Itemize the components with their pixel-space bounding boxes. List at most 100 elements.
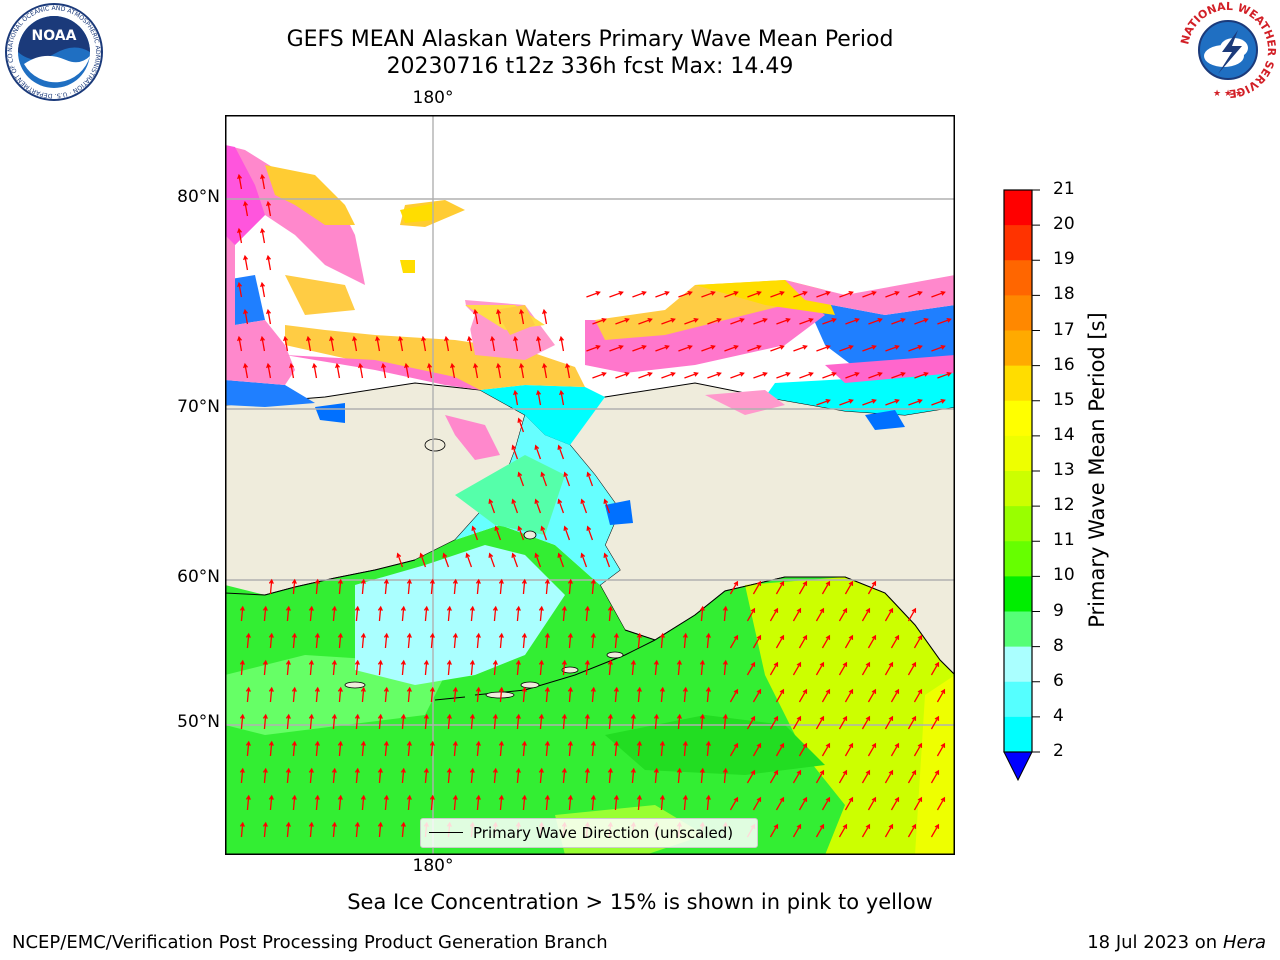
wave-direction-arrow xyxy=(245,632,251,649)
wave-direction-arrow xyxy=(913,688,923,703)
wave-direction-arrow xyxy=(285,659,291,676)
wave-direction-arrow xyxy=(237,281,243,298)
wave-direction-arrow xyxy=(245,740,251,757)
wave-direction-arrow xyxy=(496,362,502,379)
wave-direction-arrow xyxy=(653,713,659,730)
wave-direction-arrow xyxy=(907,823,917,838)
wave-direction-arrow xyxy=(243,254,249,271)
wave-direction-arrow xyxy=(682,794,688,811)
wave-direction-arrow xyxy=(769,715,779,730)
wave-direction-arrow xyxy=(266,308,272,325)
colorbar-tick-label: 12 xyxy=(1053,495,1075,516)
colorbar-extend-triangle xyxy=(1003,751,1033,782)
wave-direction-arrow xyxy=(544,632,550,649)
wave-direction-arrow xyxy=(536,389,542,406)
wave-direction-arrow xyxy=(521,578,527,595)
wave-direction-arrow xyxy=(590,794,596,811)
wave-direction-arrow xyxy=(815,715,825,730)
wave-direction-arrow xyxy=(862,398,877,406)
wave-direction-arrow xyxy=(406,632,412,649)
noaa-logo-text: NOAA xyxy=(32,28,77,44)
wave-direction-arrow xyxy=(406,740,412,757)
wave-direction-arrow xyxy=(291,686,297,703)
footer-date: 18 Jul 2023 on xyxy=(1087,932,1223,953)
wave-direction-arrow xyxy=(289,362,295,379)
wave-direction-arrow xyxy=(891,317,906,325)
wave-direction-arrow xyxy=(519,308,525,325)
lon-label-bottom: 180° xyxy=(412,856,454,876)
wave-direction-arrow xyxy=(792,823,802,838)
lat-label-80: 80°N xyxy=(177,187,220,207)
wave-direction-arrow xyxy=(838,607,848,622)
wave-direction-arrow xyxy=(266,362,272,379)
wave-direction-arrow xyxy=(544,686,550,703)
wave-direction-arrow xyxy=(753,317,768,325)
wave-direction-arrow xyxy=(586,471,594,487)
colorbar-tick-label: 21 xyxy=(1053,179,1075,199)
wave-direction-arrow xyxy=(722,713,728,730)
wave-direction-arrow xyxy=(358,362,364,379)
wave-direction-arrow xyxy=(521,794,527,811)
wave-direction-arrow xyxy=(586,525,594,541)
wave-direction-arrow xyxy=(498,740,504,757)
wave-direction-arrow xyxy=(268,794,274,811)
wave-direction-arrow xyxy=(867,688,877,703)
wave-direction-arrow xyxy=(884,661,894,676)
wave-direction-arrow xyxy=(890,796,900,811)
wave-direction-arrow xyxy=(607,767,613,784)
wave-direction-arrow xyxy=(699,767,705,784)
sea-ice-caption: Sea Ice Concentration > 15% is shown in … xyxy=(347,890,933,914)
wave-direction-arrow xyxy=(262,767,268,784)
wave-direction-arrow xyxy=(243,200,249,217)
wave-direction-arrow xyxy=(676,767,682,784)
wave-direction-arrow xyxy=(729,580,739,595)
wave-direction-arrow xyxy=(890,742,900,757)
wave-direction-arrow xyxy=(729,742,739,757)
wave-direction-arrow xyxy=(473,362,479,379)
wave-direction-arrow xyxy=(861,823,871,838)
wave-direction-arrow xyxy=(769,661,779,676)
wave-direction-arrow xyxy=(746,769,756,784)
wave-direction-arrow xyxy=(239,821,245,838)
wave-direction-arrow xyxy=(844,634,854,649)
wave-direction-arrow xyxy=(655,344,670,352)
wave-direction-arrow xyxy=(659,794,665,811)
wave-direction-arrow xyxy=(792,769,802,784)
wave-direction-arrow xyxy=(400,767,406,784)
wave-direction-arrow xyxy=(511,552,519,568)
wave-direction-arrow xyxy=(498,578,504,595)
wave-direction-arrow xyxy=(914,317,929,325)
wave-direction-arrow xyxy=(936,796,946,811)
colorbar-segment xyxy=(1004,506,1032,542)
wave-direction-arrow xyxy=(406,794,412,811)
wave-direction-arrow xyxy=(861,769,871,784)
wave-direction-arrow xyxy=(793,290,808,298)
wave-direction-arrow xyxy=(337,632,343,649)
wave-direction-arrow xyxy=(845,317,860,325)
wave-direction-arrow xyxy=(678,344,693,352)
wave-direction-arrow xyxy=(563,471,571,487)
colorbar-tick-label: 4 xyxy=(1053,705,1064,726)
wave-direction-arrow xyxy=(936,688,946,703)
wave-direction-arrow xyxy=(354,659,360,676)
wave-direction-arrow xyxy=(584,713,590,730)
wave-direction-arrow xyxy=(312,362,318,379)
wave-direction-arrow xyxy=(542,362,548,379)
wave-direction-arrow xyxy=(337,740,343,757)
colorbar-tick-label: 9 xyxy=(1053,600,1064,621)
wave-direction-arrow xyxy=(752,688,762,703)
wave-direction-arrow xyxy=(868,317,883,325)
colorbar-tick-label: 19 xyxy=(1053,249,1075,270)
wave-direction-arrow xyxy=(540,471,548,487)
wave-direction-arrow xyxy=(423,659,429,676)
wave-direction-arrow xyxy=(746,715,756,730)
wave-direction-arrow xyxy=(816,344,831,352)
wave-direction-arrow xyxy=(536,335,542,352)
land-area xyxy=(225,382,955,676)
wave-direction-arrow xyxy=(838,823,848,838)
wave-direction-arrow xyxy=(243,308,249,325)
wave-direction-arrow xyxy=(268,578,274,595)
wave-direction-arrow xyxy=(816,290,831,298)
wave-direction-arrow xyxy=(613,686,619,703)
wave-direction-arrow xyxy=(534,498,542,514)
